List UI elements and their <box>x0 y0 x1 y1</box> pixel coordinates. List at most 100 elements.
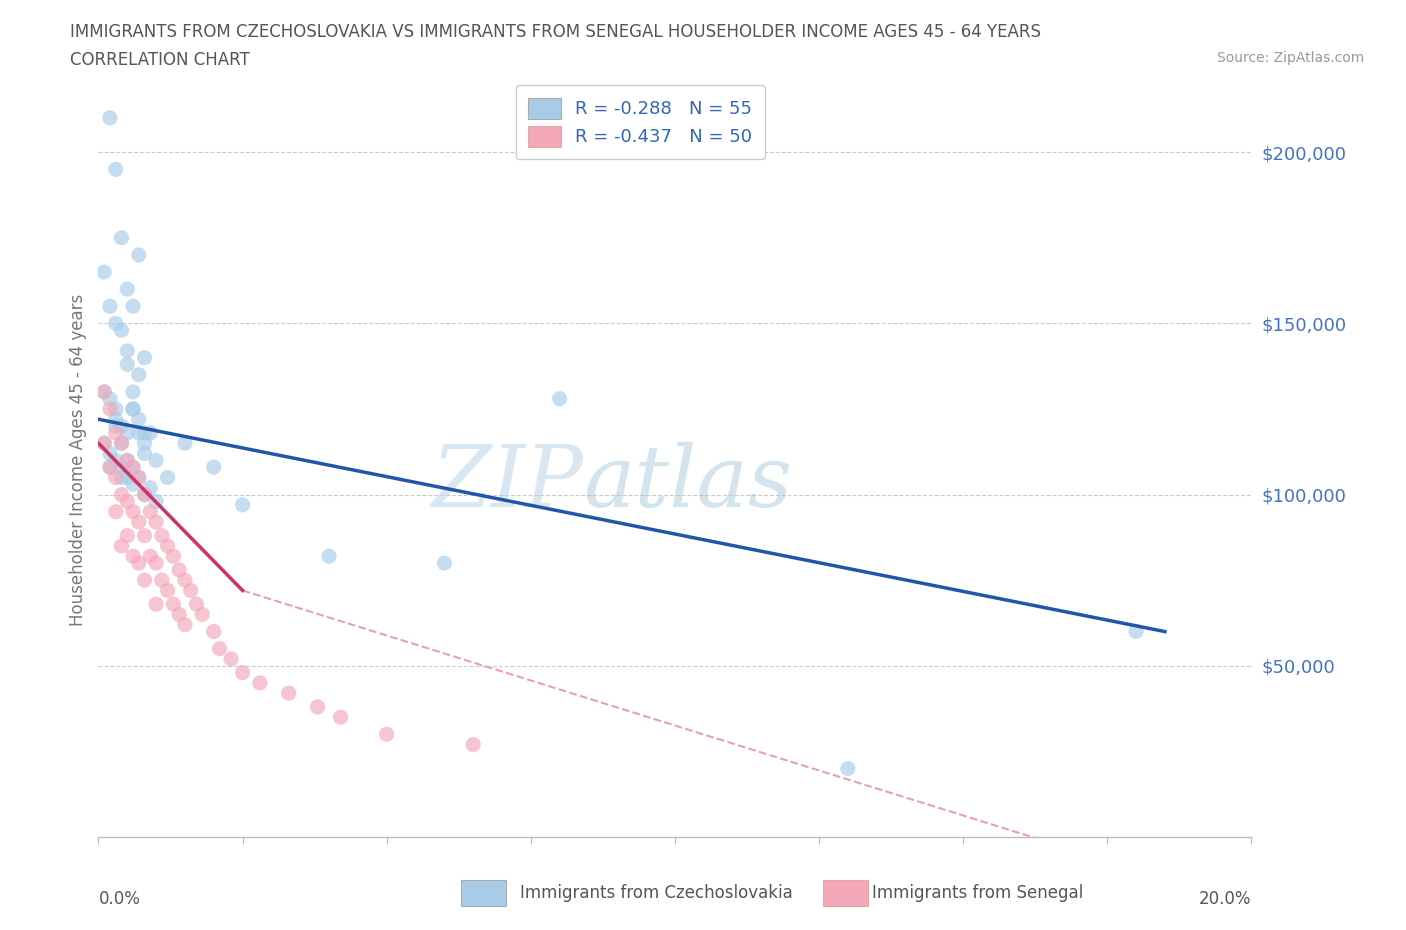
Point <box>307 699 329 714</box>
Point <box>117 470 139 485</box>
Point <box>122 459 145 474</box>
Point <box>104 418 127 433</box>
Point <box>461 737 484 752</box>
Point <box>93 384 115 399</box>
Point <box>98 446 121 461</box>
Point <box>122 402 145 417</box>
Point <box>150 573 173 588</box>
Text: 0.0%: 0.0% <box>98 890 141 908</box>
Point <box>231 665 254 680</box>
Point <box>145 597 167 612</box>
Point <box>122 299 145 313</box>
Text: Immigrants from Czechoslovakia: Immigrants from Czechoslovakia <box>520 884 793 902</box>
Point <box>110 436 132 451</box>
Point <box>128 514 150 529</box>
Point <box>98 459 121 474</box>
Point <box>433 555 456 570</box>
Point <box>117 282 139 297</box>
Point <box>122 459 145 474</box>
Text: ZIP: ZIP <box>430 442 582 525</box>
Point <box>156 538 179 553</box>
Point <box>93 264 115 279</box>
Point <box>98 111 121 126</box>
Point <box>122 477 145 492</box>
Point <box>375 727 398 742</box>
Text: Source: ZipAtlas.com: Source: ZipAtlas.com <box>1216 51 1364 65</box>
Point <box>98 299 121 313</box>
Point <box>219 652 242 667</box>
Point <box>110 538 132 553</box>
Point <box>202 459 225 474</box>
Point <box>128 470 150 485</box>
Point <box>180 583 202 598</box>
Point <box>208 642 231 657</box>
Point <box>1125 624 1147 639</box>
Point <box>104 316 127 331</box>
Point <box>117 343 139 358</box>
Point <box>117 426 139 441</box>
Point <box>98 459 121 474</box>
Point <box>93 436 115 451</box>
Point <box>837 761 859 776</box>
Point <box>134 446 156 461</box>
Point <box>174 618 197 632</box>
Point <box>145 555 167 570</box>
Point <box>134 573 156 588</box>
Text: IMMIGRANTS FROM CZECHOSLOVAKIA VS IMMIGRANTS FROM SENEGAL HOUSEHOLDER INCOME AGE: IMMIGRANTS FROM CZECHOSLOVAKIA VS IMMIGR… <box>70 23 1042 41</box>
Point <box>110 231 132 246</box>
Point <box>134 426 156 441</box>
Point <box>128 426 150 441</box>
Point <box>93 384 115 399</box>
Point <box>134 487 156 502</box>
Point <box>202 624 225 639</box>
Text: Immigrants from Senegal: Immigrants from Senegal <box>872 884 1083 902</box>
Point <box>104 453 127 468</box>
Point <box>162 597 184 612</box>
Point <box>186 597 208 612</box>
Point <box>110 436 132 451</box>
Point <box>134 351 156 365</box>
Point <box>548 392 571 406</box>
Point <box>139 504 162 519</box>
Point <box>93 436 115 451</box>
Point <box>145 453 167 468</box>
Point <box>128 412 150 427</box>
Point <box>128 470 150 485</box>
Point <box>104 426 127 441</box>
Point <box>104 402 127 417</box>
Point <box>104 504 127 519</box>
Point <box>139 480 162 495</box>
Legend: R = -0.288   N = 55, R = -0.437   N = 50: R = -0.288 N = 55, R = -0.437 N = 50 <box>516 86 765 159</box>
Point <box>134 436 156 451</box>
Point <box>145 494 167 509</box>
Point <box>139 549 162 564</box>
Point <box>231 498 254 512</box>
Point <box>134 487 156 502</box>
Point <box>98 392 121 406</box>
Text: 20.0%: 20.0% <box>1199 890 1251 908</box>
Point <box>98 402 121 417</box>
Point <box>117 453 139 468</box>
Point <box>110 418 132 433</box>
Point <box>150 528 173 543</box>
Point <box>117 494 139 509</box>
Point <box>156 470 179 485</box>
Point <box>122 549 145 564</box>
Point <box>167 563 190 578</box>
Point <box>110 323 132 338</box>
Point <box>110 470 132 485</box>
Y-axis label: Householder Income Ages 45 - 64 years: Householder Income Ages 45 - 64 years <box>69 294 87 627</box>
Point <box>122 504 145 519</box>
Point <box>117 357 139 372</box>
Point <box>249 675 271 690</box>
Point <box>167 607 190 622</box>
Point <box>128 367 150 382</box>
Point <box>318 549 340 564</box>
Text: CORRELATION CHART: CORRELATION CHART <box>70 51 250 69</box>
Point <box>104 412 127 427</box>
Point <box>117 528 139 543</box>
Point <box>174 573 197 588</box>
Text: atlas: atlas <box>582 442 792 525</box>
Point <box>122 402 145 417</box>
Point <box>117 453 139 468</box>
